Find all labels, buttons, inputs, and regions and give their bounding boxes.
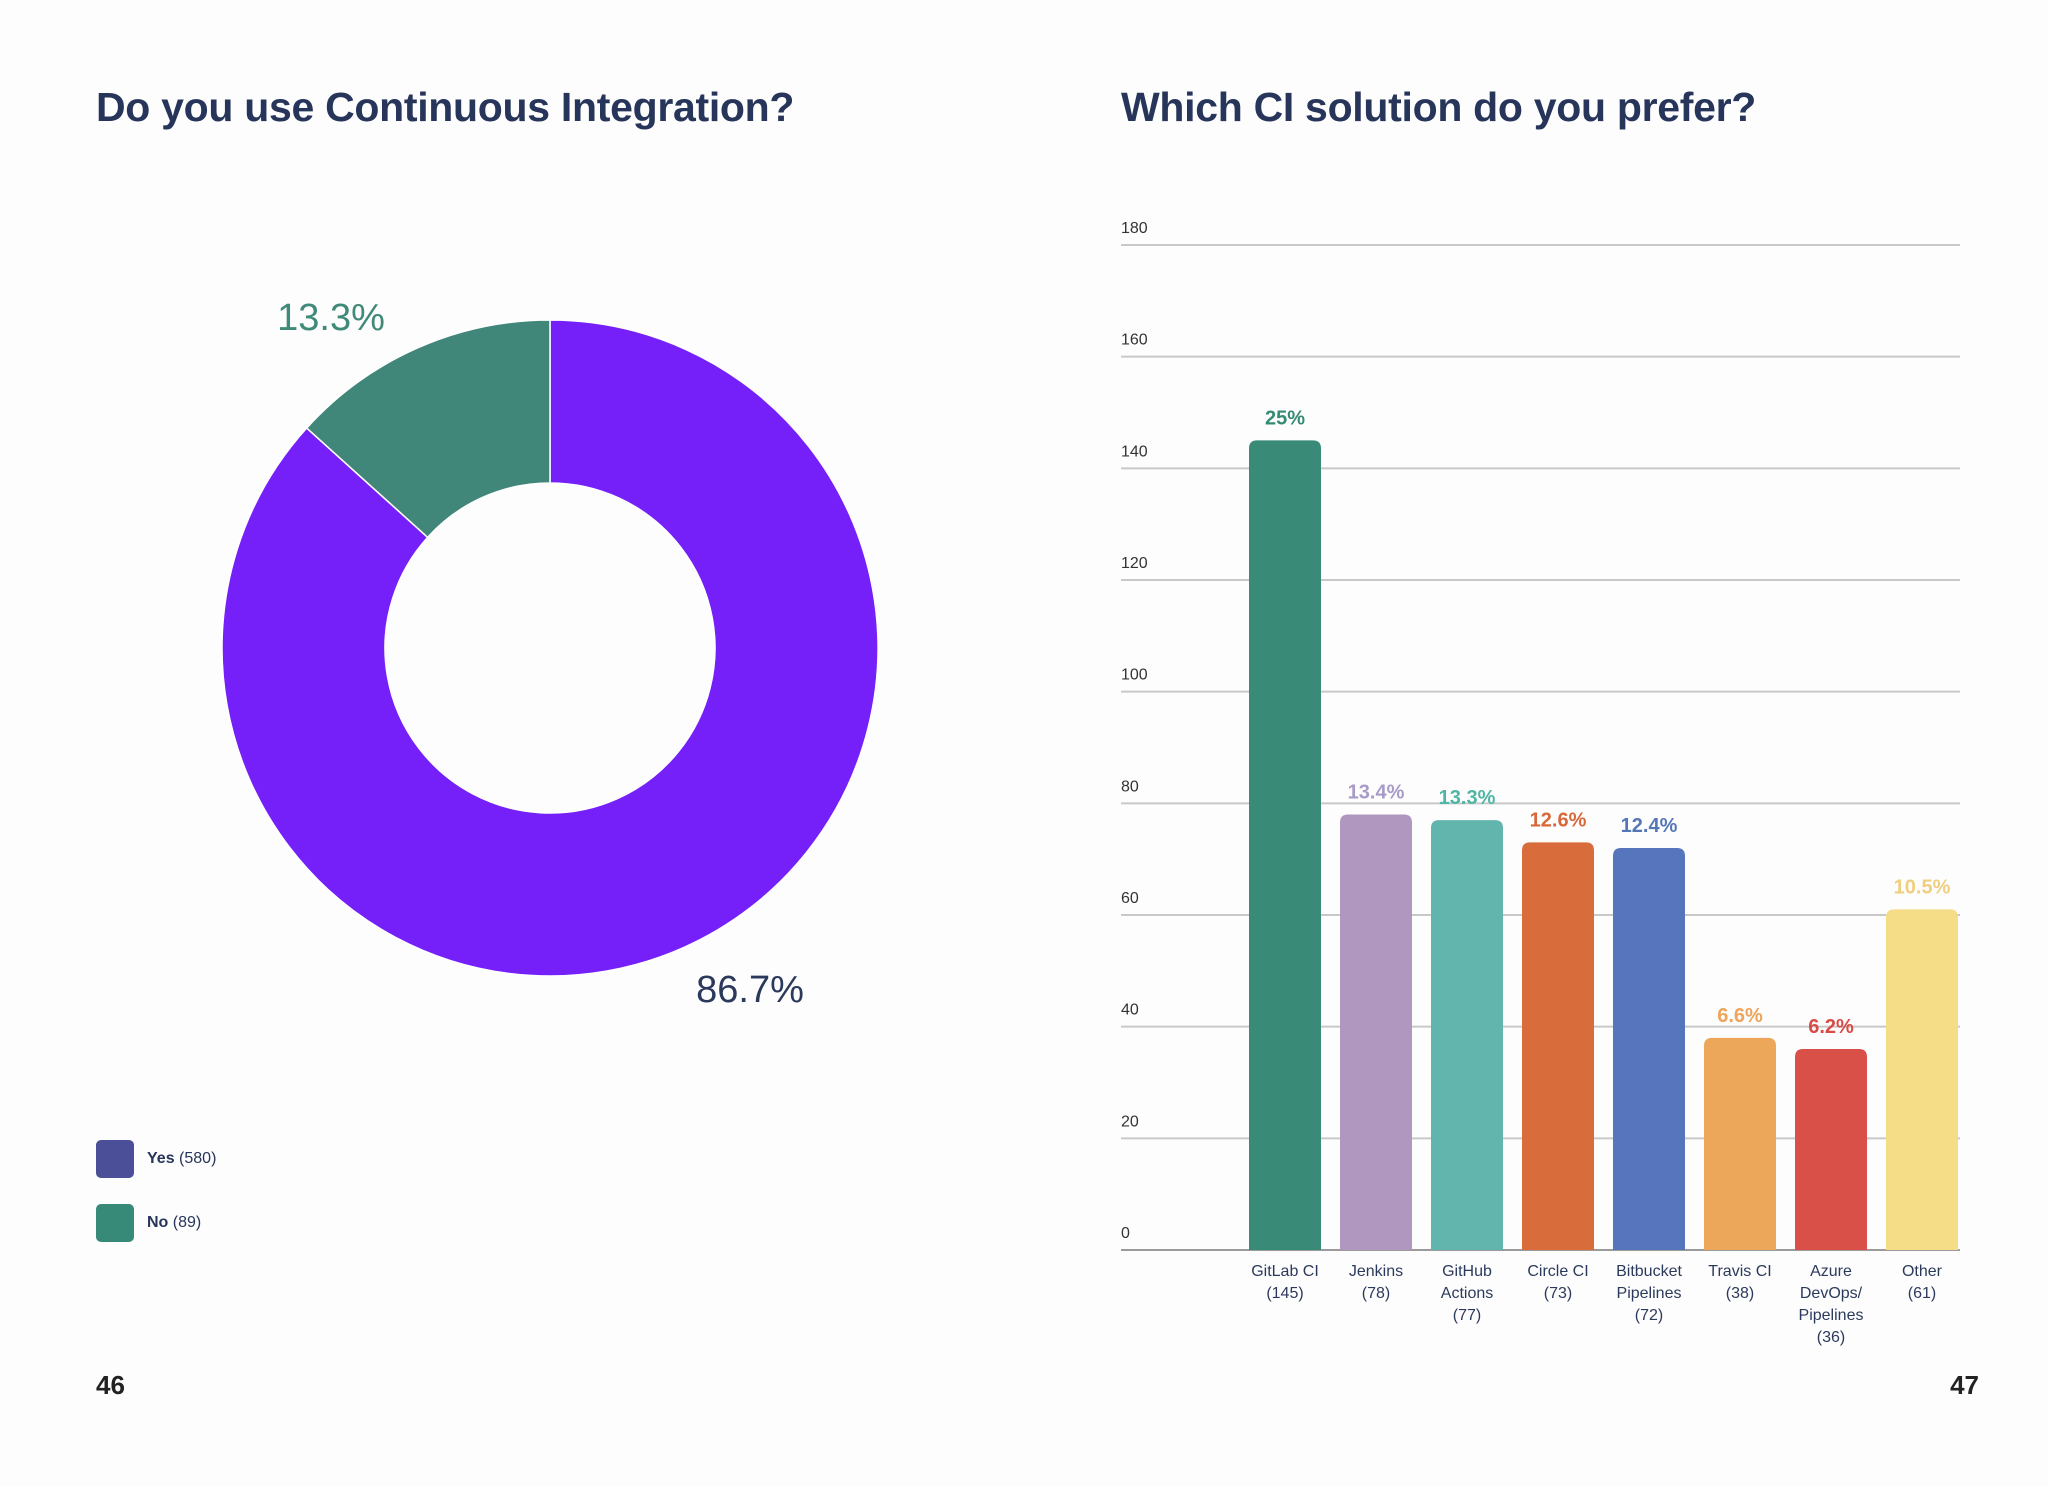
x-category-label: (36) <box>1817 1329 1845 1346</box>
ci-usage-title: Do you use Continuous Integration? <box>96 84 795 130</box>
donut-slice-yes <box>221 319 879 977</box>
x-category-label: Other <box>1902 1263 1943 1280</box>
bar-data-label: 25% <box>1265 407 1305 429</box>
y-tick-label: 60 <box>1121 890 1139 907</box>
slice-label-no: 13.3% <box>277 297 385 339</box>
legend-item-no: No (89) <box>96 1204 216 1242</box>
ci-solution-bar-chart: 0 20 40 60 80 100 120 140 160 180 25% GitLab CI (145… <box>1121 220 1960 1346</box>
x-category-label: Jenkins <box>1349 1263 1403 1280</box>
x-category-label: Actions <box>1441 1285 1493 1302</box>
bar-data-label: 12.4% <box>1621 815 1678 837</box>
left-page: Do you use Continuous Integration? 86.7%… <box>96 84 879 1400</box>
ci-usage-donut-chart: 86.7% 13.3% <box>221 297 879 1011</box>
y-tick-label: 160 <box>1121 332 1148 349</box>
right-page: Which CI solution do you prefer? 0 20 40 60… <box>1024 0 2048 1486</box>
y-tick-label: 40 <box>1121 1002 1139 1019</box>
bar-data-label: 6.6% <box>1717 1005 1763 1027</box>
y-tick-label: 20 <box>1121 1113 1139 1130</box>
slice-label-yes: 86.7% <box>696 969 804 1011</box>
y-tick-label: 180 <box>1121 220 1148 237</box>
bar-data-label: 13.4% <box>1348 782 1405 804</box>
x-category-label: Pipelines <box>1617 1285 1682 1302</box>
bar <box>1431 820 1503 1250</box>
ci-solution-title: Which CI solution do you prefer? <box>1121 84 1756 130</box>
legend-label-no: No (89) <box>147 1214 202 1231</box>
x-category-label: Circle CI <box>1527 1263 1588 1280</box>
x-category-label: Travis CI <box>1708 1263 1771 1280</box>
bar <box>1522 842 1594 1250</box>
bar <box>1340 814 1412 1250</box>
bar <box>1886 909 1958 1250</box>
page-number-left: 46 <box>96 1370 125 1400</box>
bar <box>1704 1037 1776 1250</box>
bar-data-label: 6.2% <box>1808 1016 1854 1038</box>
y-tick-label: 100 <box>1121 667 1148 684</box>
page-number-right: 47 <box>1950 1370 1979 1400</box>
bar-data-label: 12.6% <box>1530 809 1587 831</box>
bar <box>1795 1049 1867 1250</box>
x-category-label: (38) <box>1726 1285 1754 1302</box>
x-category-label: (61) <box>1908 1285 1936 1302</box>
x-category-label: DevOps/ <box>1800 1285 1863 1302</box>
x-category-label: Azure <box>1810 1263 1852 1280</box>
x-category-label: GitHub <box>1442 1263 1492 1280</box>
x-category-label: (73) <box>1544 1285 1572 1302</box>
x-category-label: (145) <box>1266 1285 1303 1302</box>
y-tick-label: 120 <box>1121 555 1148 572</box>
ci-usage-legend: Yes (580) No (89) <box>96 1140 216 1268</box>
donut-slice-no <box>305 319 551 539</box>
x-category-label: GitLab CI <box>1251 1263 1319 1280</box>
bar-data-label: 13.3% <box>1439 787 1496 809</box>
x-category-label: Pipelines <box>1799 1307 1864 1324</box>
y-tick-label: 0 <box>1121 1225 1130 1242</box>
bar <box>1613 848 1685 1250</box>
bar-data-label: 10.5% <box>1894 876 1951 898</box>
x-category-label: (77) <box>1453 1307 1481 1324</box>
legend-swatch-no <box>96 1204 134 1242</box>
x-category-label: Bitbucket <box>1616 1263 1682 1280</box>
legend-swatch-yes <box>96 1140 134 1178</box>
legend-item-yes: Yes (580) <box>96 1140 216 1178</box>
x-category-label: (78) <box>1362 1285 1390 1302</box>
bar <box>1249 440 1321 1251</box>
y-tick-label: 80 <box>1121 778 1139 795</box>
y-tick-label: 140 <box>1121 443 1148 460</box>
x-category-label: (72) <box>1635 1307 1663 1324</box>
legend-label-yes: Yes (580) <box>147 1150 217 1167</box>
